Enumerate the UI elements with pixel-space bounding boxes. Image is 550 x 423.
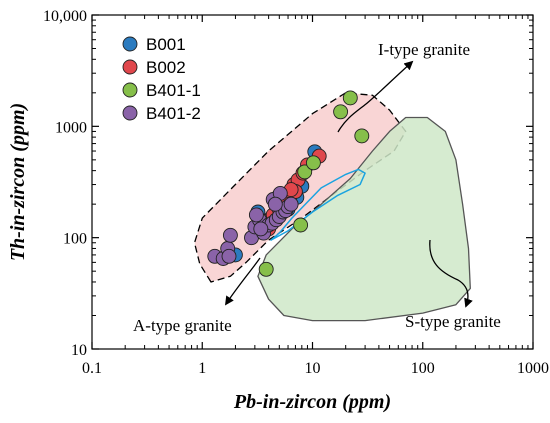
- arrow-s-type: [429, 239, 473, 308]
- legend-label-b401-2: B401-2: [146, 104, 201, 123]
- legend-marker-b401-1: [122, 82, 138, 98]
- x-tick-label-1: 1: [198, 360, 206, 377]
- point-b401-2-3: [222, 227, 238, 243]
- x-tick-label-0: 0.1: [82, 360, 102, 377]
- point-b401-2-21: [267, 196, 283, 212]
- legend-marker-b401-2: [122, 105, 138, 121]
- point-b401-1-5: [342, 90, 358, 106]
- arrow-i-type: [337, 60, 414, 133]
- point-b401-2-20: [248, 207, 264, 223]
- annotation-i-type: I-type granite: [378, 40, 470, 59]
- annotation-a-type: A-type granite: [133, 316, 232, 335]
- point-b401-1-1: [293, 217, 309, 233]
- legend-marker-b001: [122, 36, 138, 52]
- point-b401-1-3: [305, 155, 321, 171]
- x-tick-label-4: 1000: [517, 360, 549, 377]
- y-tick-label-3: 10,000: [43, 8, 87, 25]
- y-tick-label-2: 1000: [55, 119, 87, 136]
- point-b401-1-6: [354, 128, 370, 144]
- arrow-a-type: [224, 257, 261, 306]
- axes-layer: 0.1 1 10 100 1000 10 100 1000 10,000 Pb-in-zircon…: [7, 8, 549, 413]
- y-tick-label-1: 100: [63, 231, 87, 248]
- legend-label-b001: B001: [146, 35, 186, 54]
- point-b401-2-16: [283, 196, 299, 212]
- legend-label-b002: B002: [146, 58, 186, 77]
- point-b401-1-4: [333, 104, 349, 120]
- annotations-layer: I-type granite A-type granite S-type grani…: [133, 40, 501, 335]
- point-b401-2-19: [253, 221, 269, 237]
- legend: B001 B002 B401-1 B401-2: [122, 35, 201, 123]
- annotation-s-type: S-type granite: [405, 312, 501, 331]
- point-b401-1-0: [258, 261, 274, 277]
- x-tick-label-2: 10: [305, 360, 321, 377]
- y-tick-label-0: 10: [71, 342, 87, 359]
- points-layer: [207, 90, 370, 277]
- fields-layer: [193, 92, 471, 322]
- point-b401-2-4: [221, 248, 237, 264]
- field-2: [270, 168, 366, 241]
- x-tick-label-3: 100: [411, 360, 435, 377]
- y-axis-label: Th-in-zircon (ppm): [7, 103, 29, 261]
- legend-label-b401-1: B401-1: [146, 81, 201, 100]
- field-1: [257, 116, 471, 322]
- point-b401-1-2: [297, 164, 313, 180]
- x-axis-label: Pb-in-zircon (ppm): [233, 391, 391, 413]
- legend-marker-b002: [122, 59, 138, 75]
